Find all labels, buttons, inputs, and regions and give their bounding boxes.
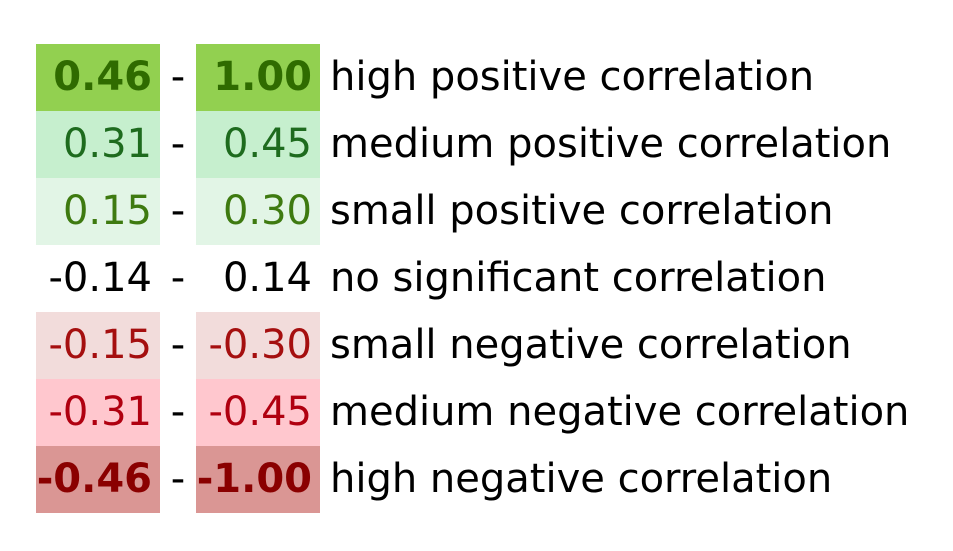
range-label: small negative correlation xyxy=(330,322,852,368)
range-label: medium negative correlation xyxy=(330,389,910,435)
range-low-cell: 0.31 xyxy=(36,111,160,178)
legend-row-high-positive: 0.46 - 1.00 high positive correlation xyxy=(36,44,909,111)
range-label: medium positive correlation xyxy=(330,121,892,167)
range-high-cell: -0.30 xyxy=(196,312,320,379)
legend-row-small-negative: -0.15 - -0.30 small negative correlation xyxy=(36,312,909,379)
range-high-cell: 1.00 xyxy=(196,44,320,111)
range-low-cell: -0.15 xyxy=(36,312,160,379)
range-high-cell: -0.45 xyxy=(196,379,320,446)
range-low-cell: 0.46 xyxy=(36,44,160,111)
legend-row-medium-positive: 0.31 - 0.45 medium positive correlation xyxy=(36,111,909,178)
range-low-cell: -0.14 xyxy=(36,245,160,312)
range-high-cell: -1.00 xyxy=(196,446,320,513)
range-label: no significant correlation xyxy=(330,255,827,301)
legend-row-small-positive: 0.15 - 0.30 small positive correlation xyxy=(36,178,909,245)
range-label: high negative correlation xyxy=(330,456,833,502)
range-dash: - xyxy=(170,389,186,435)
range-dash: - xyxy=(170,121,186,167)
correlation-legend: 0.46 - 1.00 high positive correlation 0.… xyxy=(36,44,909,513)
range-label: small positive correlation xyxy=(330,188,834,234)
range-high-cell: 0.14 xyxy=(196,245,320,312)
range-low-cell: -0.31 xyxy=(36,379,160,446)
range-dash: - xyxy=(170,456,186,502)
range-label: high positive correlation xyxy=(330,54,815,100)
range-low-cell: 0.15 xyxy=(36,178,160,245)
range-low-cell: -0.46 xyxy=(36,446,160,513)
range-high-cell: 0.30 xyxy=(196,178,320,245)
legend-row-high-negative: -0.46 - -1.00 high negative correlation xyxy=(36,446,909,513)
legend-row-medium-negative: -0.31 - -0.45 medium negative correlatio… xyxy=(36,379,909,446)
range-dash: - xyxy=(170,188,186,234)
range-dash: - xyxy=(170,322,186,368)
range-high-cell: 0.45 xyxy=(196,111,320,178)
range-dash: - xyxy=(170,54,186,100)
range-dash: - xyxy=(170,255,186,301)
legend-row-no-significant: -0.14 - 0.14 no significant correlation xyxy=(36,245,909,312)
